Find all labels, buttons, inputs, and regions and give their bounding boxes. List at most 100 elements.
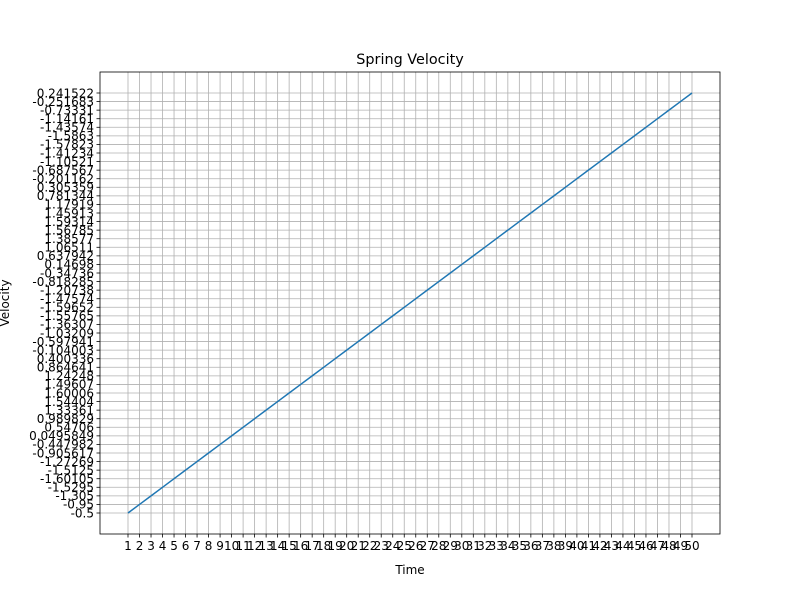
x-tick-label: 23 xyxy=(374,539,389,553)
y-tick-label: 0.241522 xyxy=(37,86,94,100)
x-tick-label: 42 xyxy=(592,539,607,553)
y-tick-label: -0.201162 xyxy=(32,172,94,186)
x-tick-label: 16 xyxy=(293,539,308,553)
x-tick-label: 45 xyxy=(627,539,642,553)
y-tick-label: -0.95 xyxy=(63,498,94,512)
y-tick-label: -1.60105 xyxy=(40,472,94,486)
y-tick-label: -1.41234 xyxy=(40,146,94,160)
y-tick-label: 1.56785 xyxy=(44,223,94,237)
y-tick-label: -1.47574 xyxy=(40,292,94,306)
x-tick-label: 3 xyxy=(147,539,155,553)
y-tick-label: -0.905617 xyxy=(32,446,94,460)
x-tick-label: 37 xyxy=(535,539,550,553)
velocity-series-line xyxy=(127,92,693,514)
x-tick-label: 21 xyxy=(351,539,366,553)
y-tick-label: -1.5295 xyxy=(48,481,94,495)
x-tick-label: 47 xyxy=(650,539,665,553)
y-tick-label: -1.305 xyxy=(55,489,94,503)
x-tick-label: 41 xyxy=(581,539,596,553)
x-tick-label: 40 xyxy=(569,539,584,553)
tick-layer: 1 -0.5 2 -0.95 3 -1.305 4 -1.5295 5 -1.60105 6 -1.5… xyxy=(29,86,700,553)
x-tick-label: 30 xyxy=(454,539,469,553)
y-tick-label: -1.27269 xyxy=(40,455,94,469)
y-tick-label: 1.06511 xyxy=(44,241,94,255)
x-tick-label: 20 xyxy=(339,539,354,553)
x-tick-label: 39 xyxy=(558,539,573,553)
grid-layer xyxy=(100,72,720,534)
y-tick-label: 1.38577 xyxy=(44,232,94,246)
y-tick-label: -1.55765 xyxy=(40,309,94,323)
y-tick-label: 1.24248 xyxy=(44,369,94,383)
x-tick-label: 8 xyxy=(205,539,213,553)
y-tick-label: 1.17919 xyxy=(44,198,94,212)
x-tick-label: 18 xyxy=(316,539,331,553)
y-tick-label: -0.251683 xyxy=(32,95,94,109)
x-tick-label: 50 xyxy=(684,539,699,553)
x-tick-label: 34 xyxy=(500,539,515,553)
x-tick-label: 10 xyxy=(224,539,239,553)
x-tick-label: 33 xyxy=(489,539,504,553)
y-tick-label: -1.20738 xyxy=(40,283,94,297)
x-tick-label: 6 xyxy=(182,539,190,553)
x-tick-label: 15 xyxy=(282,539,297,553)
x-tick-label: 44 xyxy=(615,539,630,553)
x-tick-label: 17 xyxy=(305,539,320,553)
x-tick-label: 5 xyxy=(170,539,178,553)
x-tick-label: 2 xyxy=(136,539,144,553)
y-tick-label: -1.03209 xyxy=(40,326,94,340)
y-tick-label: -1.57823 xyxy=(40,138,94,152)
y-tick-label: -1.14161 xyxy=(40,112,94,126)
x-tick-label: 19 xyxy=(328,539,343,553)
x-tick-label: 13 xyxy=(258,539,273,553)
x-tick-label: 35 xyxy=(512,539,527,553)
x-tick-label: 25 xyxy=(397,539,412,553)
x-tick-label: 12 xyxy=(247,539,262,553)
x-tick-label: 24 xyxy=(385,539,400,553)
y-tick-label: -0.447982 xyxy=(32,438,94,452)
y-tick-label: -1.10521 xyxy=(40,155,94,169)
y-tick-label: -1.59652 xyxy=(40,301,94,315)
y-tick-label: 0.781344 xyxy=(37,189,94,203)
y-tick-label: 1.33361 xyxy=(44,403,94,417)
y-tick-label: -1.5863 xyxy=(48,129,94,143)
y-tick-label: 0.989829 xyxy=(37,412,94,426)
x-tick-label: 26 xyxy=(408,539,423,553)
y-tick-label: 0.305359 xyxy=(37,181,94,195)
x-tick-label: 11 xyxy=(235,539,250,553)
x-tick-label: 14 xyxy=(270,539,285,553)
y-tick-label: 0.54706 xyxy=(44,421,94,435)
y-tick-label: -0.5 xyxy=(71,506,94,520)
y-tick-label: -1.5125 xyxy=(48,463,94,477)
y-axis-label: Velocity xyxy=(0,279,12,326)
x-tick-label: 43 xyxy=(604,539,619,553)
x-tick-label: 9 xyxy=(216,539,224,553)
x-tick-label: 27 xyxy=(420,539,435,553)
y-tick-label: -0.597941 xyxy=(32,335,94,349)
x-tick-label: 4 xyxy=(159,539,167,553)
y-tick-label: -0.687567 xyxy=(32,163,94,177)
plot-area xyxy=(99,71,721,535)
y-tick-label: -1.43574 xyxy=(40,121,94,135)
x-tick-label: 31 xyxy=(466,539,481,553)
x-tick-label: 7 xyxy=(193,539,201,553)
y-tick-label: 0.14698 xyxy=(44,258,94,272)
x-tick-label: 48 xyxy=(661,539,676,553)
y-tick-label: 0.400336 xyxy=(37,352,94,366)
y-tick-label: 0.0495849 xyxy=(29,429,94,443)
x-axis-label: Time xyxy=(394,563,424,577)
y-tick-label: 1.60006 xyxy=(44,386,94,400)
x-tick-label: 36 xyxy=(523,539,538,553)
y-tick-label: -0.104003 xyxy=(32,343,94,357)
x-tick-label: 29 xyxy=(443,539,458,553)
y-tick-label: -1.36307 xyxy=(40,318,94,332)
chart-title: Spring Velocity xyxy=(356,52,464,68)
y-tick-label: 1.49607 xyxy=(44,378,94,392)
x-tick-label: 22 xyxy=(362,539,377,553)
y-tick-label: -0.818285 xyxy=(32,275,94,289)
x-tick-label: 28 xyxy=(431,539,446,553)
x-tick-label: 32 xyxy=(477,539,492,553)
y-tick-label: 1.54404 xyxy=(44,395,94,409)
x-tick-label: 38 xyxy=(546,539,561,553)
y-tick-label: 0.637942 xyxy=(37,249,94,263)
